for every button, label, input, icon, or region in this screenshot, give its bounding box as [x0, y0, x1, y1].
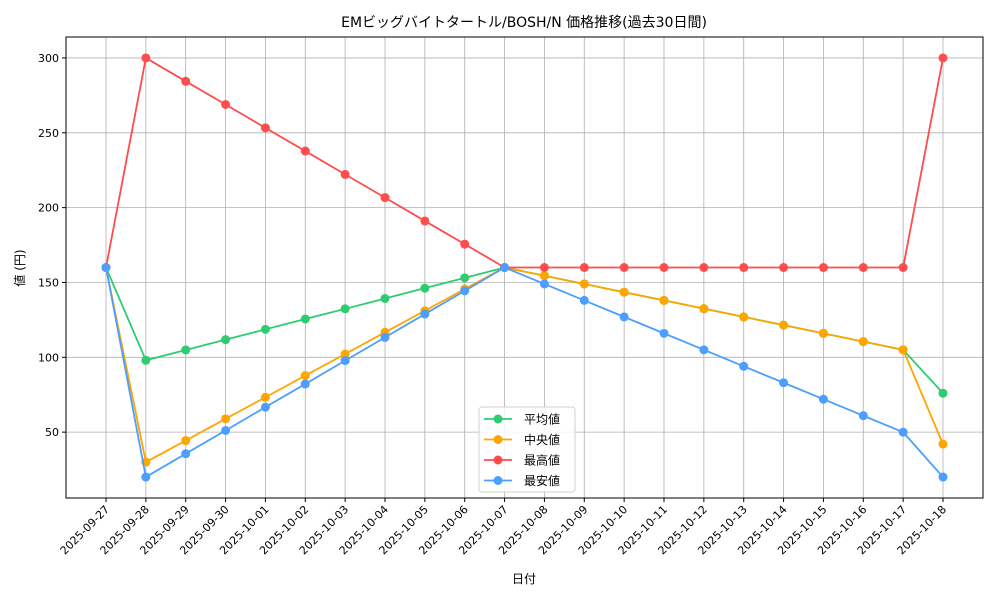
- y-axis: 50 100 150 200 250 300: [38, 52, 66, 439]
- data-point: [300, 371, 310, 381]
- series-group: [101, 53, 948, 482]
- legend-marker: [493, 455, 503, 465]
- data-point: [300, 314, 310, 324]
- data-point: [340, 356, 350, 366]
- data-point: [539, 271, 549, 281]
- data-point: [380, 332, 390, 342]
- data-point: [141, 472, 151, 482]
- data-point: [141, 53, 151, 63]
- data-point: [500, 263, 510, 272]
- data-point: [818, 394, 828, 404]
- data-point: [260, 402, 270, 412]
- series-line: [105, 266, 944, 394]
- data-point: [539, 263, 549, 272]
- y-tick-label: 50: [45, 426, 59, 439]
- data-point: [938, 439, 948, 449]
- data-point: [779, 320, 789, 330]
- data-point: [938, 53, 948, 63]
- legend-box: [478, 406, 576, 493]
- data-point: [818, 263, 828, 272]
- data-point: [858, 263, 868, 272]
- data-point: [779, 378, 789, 388]
- data-point: [619, 312, 629, 322]
- data-point: [858, 337, 868, 347]
- data-point: [579, 263, 589, 272]
- y-tick-label: 100: [38, 351, 59, 364]
- data-point: [340, 304, 350, 314]
- data-point: [300, 146, 310, 156]
- data-point: [380, 193, 390, 203]
- legend-marker: [493, 414, 503, 424]
- data-point: [340, 169, 350, 179]
- data-point: [659, 295, 669, 305]
- data-point: [818, 328, 828, 338]
- data-point: [260, 324, 270, 334]
- data-point: [181, 345, 191, 355]
- data-point: [938, 472, 948, 482]
- data-point: [420, 216, 430, 226]
- data-point: [739, 312, 749, 322]
- data-point: [898, 345, 908, 355]
- data-point: [699, 304, 709, 314]
- y-tick-label: 250: [38, 127, 59, 140]
- data-point: [619, 263, 629, 272]
- data-point: [221, 414, 231, 424]
- data-point: [898, 427, 908, 437]
- data-point: [300, 379, 310, 389]
- data-point: [181, 436, 191, 446]
- data-point: [779, 263, 789, 272]
- data-point: [221, 335, 231, 345]
- x-axis: 2025-09-272025-09-282025-09-292025-09-30…: [58, 498, 949, 557]
- series-line: [105, 266, 944, 479]
- data-point: [619, 287, 629, 297]
- data-point: [420, 309, 430, 319]
- data-point: [181, 76, 191, 86]
- data-point: [420, 283, 430, 293]
- data-point: [460, 239, 470, 249]
- data-point: [739, 263, 749, 272]
- data-point: [260, 392, 270, 402]
- series-2: [101, 53, 948, 272]
- data-point: [221, 100, 231, 110]
- legend-label: 最高値: [524, 453, 560, 468]
- data-point: [101, 263, 111, 272]
- y-tick-label: 200: [38, 202, 59, 215]
- data-point: [340, 349, 350, 359]
- legend-marker: [493, 435, 503, 444]
- legend-label: 平均値: [524, 412, 560, 427]
- legend-marker: [493, 476, 503, 485]
- data-point: [659, 328, 669, 338]
- series-3: [101, 263, 948, 482]
- data-point: [181, 449, 191, 459]
- data-point: [659, 263, 669, 272]
- data-point: [699, 345, 709, 355]
- data-point: [858, 411, 868, 421]
- data-point: [460, 273, 470, 283]
- data-point: [739, 361, 749, 371]
- legend-label: 最安値: [524, 473, 560, 488]
- axes-frame: [65, 36, 984, 499]
- y-axis-label: 値 (円): [12, 249, 27, 286]
- x-axis-label: 日付: [512, 572, 536, 586]
- y-tick-label: 300: [38, 52, 59, 65]
- data-point: [380, 293, 390, 303]
- data-point: [260, 123, 270, 133]
- y-tick-label: 150: [38, 276, 59, 289]
- data-point: [579, 279, 589, 289]
- data-point: [699, 263, 709, 272]
- data-point: [898, 263, 908, 272]
- data-point: [938, 388, 948, 398]
- data-point: [460, 286, 470, 296]
- data-point: [221, 425, 231, 435]
- data-point: [141, 355, 151, 365]
- chart-title: EMビッグバイトタートル/BOSH/N 価格推移(過去30日間): [341, 15, 707, 31]
- series-line: [105, 56, 944, 269]
- legend-label: 中央値: [524, 432, 560, 447]
- series-line: [105, 266, 944, 464]
- data-point: [539, 279, 549, 289]
- data-point: [579, 295, 589, 305]
